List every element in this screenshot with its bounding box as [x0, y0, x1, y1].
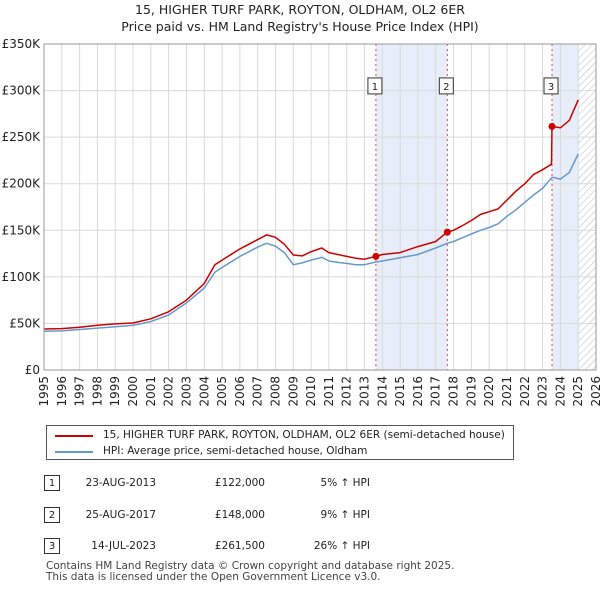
- hpi-line: [43, 153, 579, 333]
- x-tick-label: 2008: [268, 376, 282, 407]
- x-tick-label: 2015: [393, 376, 407, 407]
- transaction-row: 3 14-JUL-2023 £261,500 26% ↑ HPI: [0, 538, 600, 556]
- property-price-line: [43, 99, 579, 330]
- y-tick-label: £350K: [2, 37, 42, 51]
- y-tick-label: £0: [25, 363, 40, 377]
- transaction-hpi: 9% ↑ HPI: [320, 509, 370, 521]
- transaction-hpi: 26% ↑ HPI: [313, 540, 370, 552]
- highlight-period: [552, 44, 579, 370]
- x-tick-label: 2012: [340, 376, 354, 407]
- x-tick-label: 2023: [536, 376, 550, 407]
- y-tick-label: £250K: [2, 130, 42, 144]
- x-tick-label: 2016: [411, 376, 425, 407]
- x-tick-label: 1999: [108, 376, 122, 407]
- y-tick-label: £200K: [2, 177, 42, 191]
- x-tick-label: 2004: [197, 376, 211, 407]
- footer-copyright: Contains HM Land Registry data © Crown c…: [46, 560, 455, 572]
- x-tick-label: 2007: [251, 376, 265, 407]
- x-tick-label: 2002: [162, 376, 176, 407]
- transaction-date: 25-AUG-2017: [85, 509, 156, 521]
- sale-marker-box: [438, 77, 454, 95]
- legend-swatch-property: [55, 435, 93, 437]
- x-tick-label: 2010: [304, 376, 318, 407]
- x-tick-label: 2001: [144, 376, 158, 407]
- x-tick-label: 2022: [518, 376, 532, 407]
- x-tick-label: 2019: [464, 376, 478, 407]
- legend: 15, HIGHER TURF PARK, ROYTON, OLDHAM, OL…: [46, 425, 514, 460]
- transaction-date: 14-JUL-2023: [91, 540, 156, 552]
- sale-marker-label: 1: [372, 82, 378, 93]
- x-tick-label: 1995: [37, 376, 51, 407]
- x-tick-label: 2018: [447, 376, 461, 407]
- sale-point: [372, 252, 380, 260]
- x-tick-label: 2025: [571, 376, 585, 407]
- sale-marker-box: [367, 77, 383, 95]
- y-tick-label: £150K: [2, 223, 42, 237]
- transaction-number: 2: [44, 507, 60, 523]
- transaction-price: £261,500: [214, 540, 265, 552]
- footer-licence: This data is licensed under the Open Gov…: [46, 571, 381, 583]
- sale-marker-label: 3: [548, 82, 554, 93]
- transaction-row: 2 25-AUG-2017 £148,000 9% ↑ HPI: [0, 507, 600, 525]
- transaction-price: £122,000: [214, 477, 265, 489]
- transaction-price: £148,000: [214, 509, 265, 521]
- y-tick-label: £300K: [2, 84, 42, 98]
- x-tick-label: 2013: [358, 376, 372, 407]
- transaction-number: 1: [44, 475, 60, 491]
- chart-title: 15, HIGHER TURF PARK, ROYTON, OLDHAM, OL…: [135, 2, 465, 17]
- x-tick-label: 1997: [73, 376, 87, 407]
- x-tick-label: 2020: [482, 376, 496, 407]
- x-tick-label: 2017: [429, 376, 443, 407]
- x-tick-label: 2009: [286, 376, 300, 407]
- x-tick-label: 2000: [126, 376, 140, 407]
- sale-point: [443, 228, 451, 236]
- legend-swatch-hpi: [55, 451, 93, 453]
- legend-label-property: 15, HIGHER TURF PARK, ROYTON, OLDHAM, OL…: [103, 429, 505, 441]
- sale-point: [548, 122, 556, 130]
- x-tick-label: 1996: [55, 376, 69, 407]
- chart-subtitle: Price paid vs. HM Land Registry's House …: [121, 19, 479, 34]
- sale-marker-label: 2: [443, 82, 449, 93]
- legend-label-hpi: HPI: Average price, semi-detached house,…: [103, 445, 368, 457]
- x-tick-label: 2005: [215, 376, 229, 407]
- x-tick-label: 2021: [500, 376, 514, 407]
- highlight-period: [375, 44, 448, 370]
- x-tick-label: 2011: [322, 376, 336, 407]
- transaction-number: 3: [44, 538, 60, 554]
- x-tick-label: 2006: [233, 376, 247, 407]
- transaction-date: 23-AUG-2013: [85, 477, 156, 489]
- x-tick-label: 2003: [179, 376, 193, 407]
- transaction-hpi: 5% ↑ HPI: [320, 477, 370, 489]
- sale-marker-box: [543, 77, 559, 95]
- forecast-hatch: [578, 44, 596, 370]
- price-chart: 1 2 3 £0 £50K £100K £150K £200K £250K £300K £350K…: [2, 37, 600, 407]
- transaction-row: 1 23-AUG-2013 £122,000 5% ↑ HPI: [0, 475, 600, 493]
- x-tick-label: 1998: [90, 376, 104, 407]
- y-tick-label: £50K: [9, 316, 41, 330]
- plot-border: [43, 43, 597, 371]
- x-tick-label: 2024: [553, 376, 567, 407]
- x-tick-label: 2014: [375, 376, 389, 407]
- x-tick-label: 2026: [589, 376, 600, 407]
- y-tick-label: £100K: [2, 270, 42, 284]
- plot-area: [44, 44, 596, 370]
